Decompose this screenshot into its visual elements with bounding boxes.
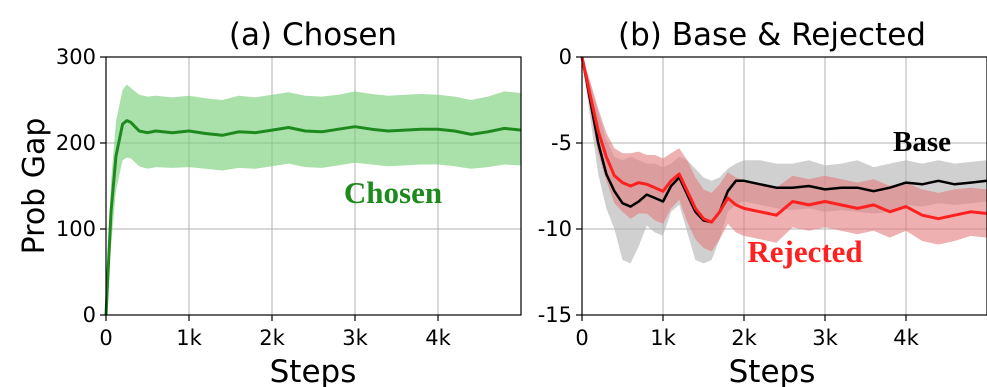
panel-b-ticks: 0 1k 2k 3k 4k 0 -5 -10 -15 [538,45,920,350]
y-tick-label: -5 [551,131,572,155]
panel-b-xlabel: Steps [729,354,816,387]
y-tick-label: -10 [538,217,572,241]
chosen-annotation: Chosen [344,175,442,210]
chosen-line [104,119,522,316]
y-tick-label: 0 [559,45,572,69]
y-tick-label: -15 [538,303,572,327]
panel-base-rejected: (b) Base & Rejected 0 1k 2k 3k 4k 0 -5 -10 -15 S… [538,17,987,387]
rejected-annotation: Rejected [747,234,862,269]
y-tick-label: 0 [83,303,96,327]
y-tick-label: 100 [56,217,96,241]
x-tick-label: 3k [812,326,838,350]
panel-b-title: (b) Base & Rejected [618,17,926,53]
panel-a-ticks: 0 1k 2k 3k 4k 0 100 200 300 [56,45,452,350]
base-annotation: Base [893,126,951,158]
panel-a-frame [105,56,522,316]
x-tick-label: 4k [893,326,919,350]
y-tick-label: 200 [56,131,96,155]
panel-a-xlabel: Steps [270,354,357,387]
panel-b-frame [581,56,987,316]
chosen-confidence-band [106,84,521,315]
panel-a-grid [106,57,521,315]
rejected-line [580,56,987,224]
panel-a-ylabel: Prob Gap [17,118,52,255]
x-tick-label: 2k [259,326,285,350]
x-tick-label: 2k [731,326,757,350]
x-tick-label: 0 [99,326,112,350]
x-tick-label: 0 [575,326,588,350]
base-line [580,56,987,224]
x-tick-label: 1k [650,326,676,350]
y-tick-label: 300 [56,45,96,69]
x-tick-label: 4k [425,326,451,350]
x-tick-label: 3k [342,326,368,350]
rejected-confidence-band [582,57,987,252]
panel-a-title: (a) Chosen [229,17,397,53]
x-tick-label: 1k [176,326,202,350]
